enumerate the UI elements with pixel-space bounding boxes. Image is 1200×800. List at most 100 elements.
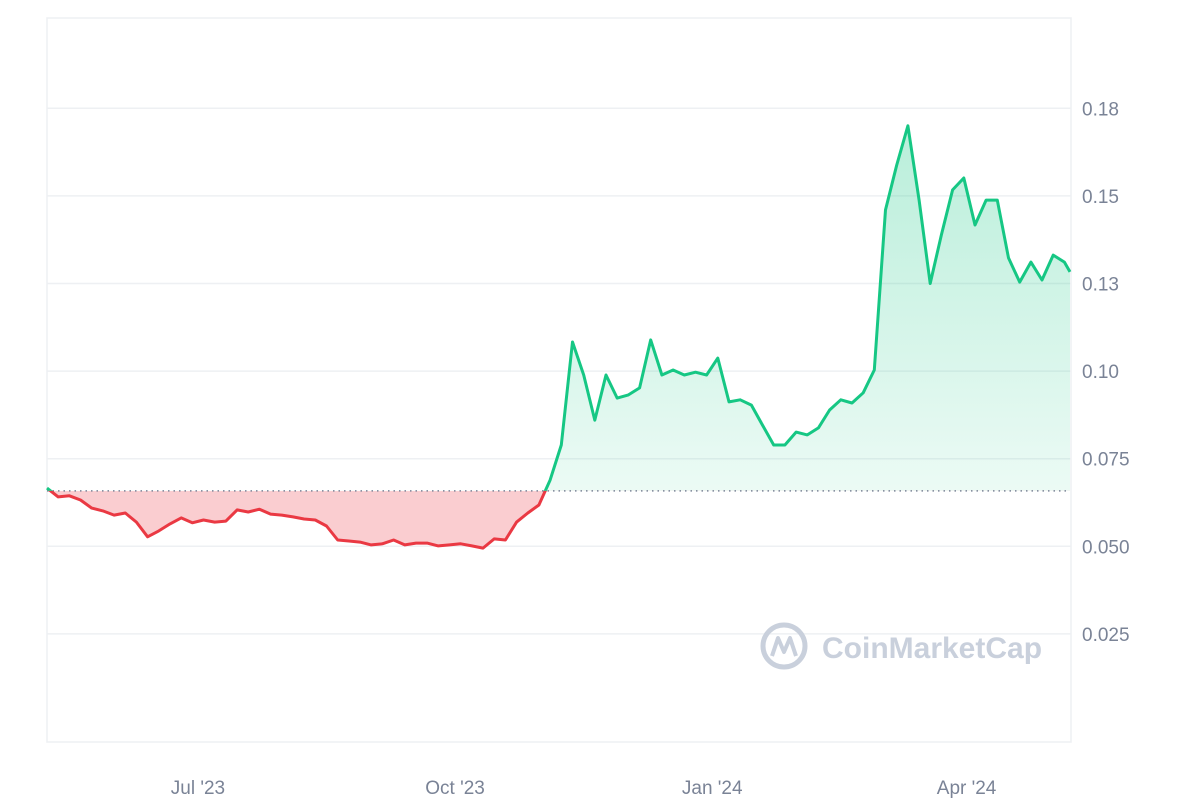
data-point[interactable] xyxy=(432,540,444,552)
data-point[interactable] xyxy=(880,204,892,216)
data-point[interactable] xyxy=(712,352,724,364)
y-tick-label: 0.15 xyxy=(1082,187,1119,208)
data-point[interactable] xyxy=(153,525,165,537)
data-point[interactable] xyxy=(801,429,813,441)
data-point[interactable] xyxy=(86,502,98,514)
data-point[interactable] xyxy=(589,414,601,426)
y-tick-label: 0.10 xyxy=(1082,362,1119,383)
data-point[interactable] xyxy=(186,517,198,529)
y-tick-label: 0.050 xyxy=(1082,537,1130,558)
data-point[interactable] xyxy=(455,538,467,550)
data-point[interactable] xyxy=(399,539,411,551)
data-point[interactable] xyxy=(958,172,970,184)
data-point[interactable] xyxy=(533,499,545,511)
data-point[interactable] xyxy=(891,159,903,171)
data-point[interactable] xyxy=(980,194,992,206)
data-point[interactable] xyxy=(734,394,746,406)
data-point[interactable] xyxy=(421,537,433,549)
data-point[interactable] xyxy=(175,512,187,524)
y-tick-label: 0.075 xyxy=(1082,450,1130,471)
data-point[interactable] xyxy=(812,422,824,434)
data-point[interactable] xyxy=(511,516,523,528)
x-tick-label: Apr '24 xyxy=(937,778,997,799)
data-point[interactable] xyxy=(298,513,310,525)
data-point[interactable] xyxy=(63,490,75,502)
data-point[interactable] xyxy=(578,369,590,381)
data-point[interactable] xyxy=(622,389,634,401)
data-point[interactable] xyxy=(52,491,64,503)
data-point[interactable] xyxy=(913,194,925,206)
data-point[interactable] xyxy=(130,516,142,528)
data-point[interactable] xyxy=(220,515,232,527)
data-point[interactable] xyxy=(522,507,534,519)
data-point[interactable] xyxy=(846,397,858,409)
data-point[interactable] xyxy=(835,394,847,406)
data-point[interactable] xyxy=(667,364,679,376)
data-point[interactable] xyxy=(868,364,880,376)
price-line-down xyxy=(48,490,547,550)
data-point[interactable] xyxy=(824,404,836,416)
data-point[interactable] xyxy=(757,419,769,431)
data-point[interactable] xyxy=(611,392,623,404)
data-point[interactable] xyxy=(287,511,299,523)
coinmarketcap-logo-icon xyxy=(760,622,808,670)
data-point[interactable] xyxy=(443,539,455,551)
data-point[interactable] xyxy=(1003,252,1015,264)
data-point[interactable] xyxy=(108,509,120,521)
data-point[interactable] xyxy=(276,509,288,521)
data-point[interactable] xyxy=(321,520,333,532)
data-point[interactable] xyxy=(902,120,914,132)
data-point[interactable] xyxy=(365,539,377,551)
data-point[interactable] xyxy=(477,542,489,554)
data-point[interactable] xyxy=(857,387,869,399)
data-point[interactable] xyxy=(499,534,511,546)
data-point[interactable] xyxy=(488,533,500,545)
data-point[interactable] xyxy=(779,439,791,451)
data-point[interactable] xyxy=(1014,276,1026,288)
data-point[interactable] xyxy=(924,278,936,290)
data-point[interactable] xyxy=(466,540,478,552)
data-point[interactable] xyxy=(656,369,668,381)
data-point[interactable] xyxy=(142,531,154,543)
data-point[interactable] xyxy=(388,534,400,546)
data-point[interactable] xyxy=(544,474,556,486)
data-point[interactable] xyxy=(555,439,567,451)
data-point[interactable] xyxy=(242,506,254,518)
data-point[interactable] xyxy=(600,369,612,381)
data-point[interactable] xyxy=(75,494,87,506)
data-point[interactable] xyxy=(309,514,321,526)
data-point[interactable] xyxy=(1047,249,1059,261)
data-point[interactable] xyxy=(768,439,780,451)
data-point[interactable] xyxy=(376,538,388,550)
data-point[interactable] xyxy=(790,426,802,438)
data-point[interactable] xyxy=(1064,266,1076,278)
data-point[interactable] xyxy=(343,535,355,547)
data-point[interactable] xyxy=(265,508,277,520)
data-point[interactable] xyxy=(198,514,210,526)
data-point[interactable] xyxy=(253,503,265,515)
data-point[interactable] xyxy=(723,396,735,408)
data-point[interactable] xyxy=(164,518,176,530)
data-point[interactable] xyxy=(410,537,422,549)
data-point[interactable] xyxy=(97,505,109,517)
data-point[interactable] xyxy=(231,504,243,516)
data-point[interactable] xyxy=(354,536,366,548)
data-point[interactable] xyxy=(947,184,959,196)
data-point[interactable] xyxy=(1025,256,1037,268)
area-below-baseline xyxy=(47,490,1070,549)
data-point[interactable] xyxy=(969,219,981,231)
data-point[interactable] xyxy=(935,229,947,241)
data-point[interactable] xyxy=(678,369,690,381)
data-point[interactable] xyxy=(332,534,344,546)
data-point[interactable] xyxy=(689,366,701,378)
data-point[interactable] xyxy=(745,399,757,411)
data-point[interactable] xyxy=(645,334,657,346)
data-point[interactable] xyxy=(701,369,713,381)
data-point[interactable] xyxy=(566,336,578,348)
data-point[interactable] xyxy=(634,382,646,394)
data-point[interactable] xyxy=(41,482,53,494)
data-point[interactable] xyxy=(119,507,131,519)
data-point[interactable] xyxy=(991,194,1003,206)
data-point[interactable] xyxy=(209,516,221,528)
data-point[interactable] xyxy=(1036,274,1048,286)
